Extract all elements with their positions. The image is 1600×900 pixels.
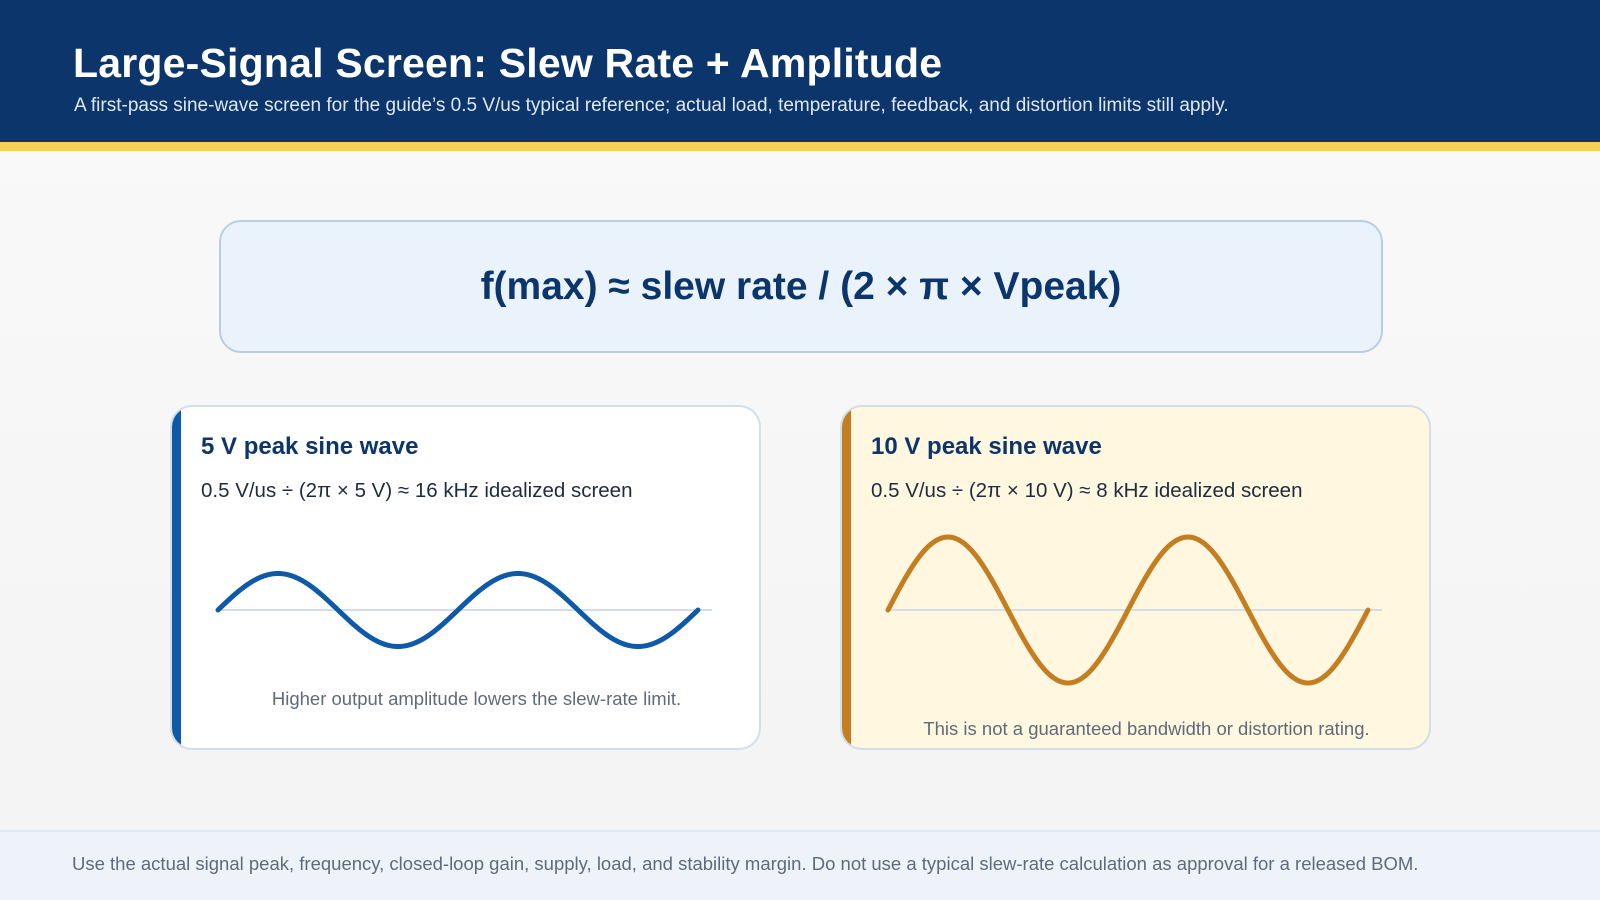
card-title: 10 V peak sine wave: [871, 433, 1102, 460]
page-title: Large-Signal Screen: Slew Rate + Amplitu…: [73, 40, 943, 86]
card-note: Higher output amplitude lowers the slew-…: [271, 688, 682, 709]
sine-wave-path: [885, 534, 1371, 686]
sine-wave-10v: [885, 534, 1382, 686]
footer-note: Use the actual signal peak, frequency, c…: [72, 853, 1419, 874]
card-accent-bar: [172, 407, 181, 748]
header-accent-stripe: [0, 142, 1600, 151]
sine-wave-5v: [215, 571, 712, 649]
card-formula: 0.5 V/us ÷ (2π × 10 V) ≈ 8 kHz idealized…: [871, 479, 1303, 502]
sine-wave-path: [215, 571, 701, 649]
card-formula: 0.5 V/us ÷ (2π × 5 V) ≈ 16 kHz idealized…: [201, 479, 633, 502]
page-subtitle: A first-pass sine-wave screen for the gu…: [74, 95, 1229, 116]
formula-box: f(max) ≈ slew rate / (2 × π × Vpeak): [219, 220, 1383, 353]
footer-bar: Use the actual signal peak, frequency, c…: [0, 830, 1600, 900]
card-10v-peak: 10 V peak sine wave 0.5 V/us ÷ (2π × 10 …: [840, 405, 1431, 750]
card-title: 5 V peak sine wave: [201, 433, 419, 460]
card-accent-bar: [842, 407, 851, 748]
card-note: This is not a guaranteed bandwidth or di…: [923, 718, 1370, 739]
card-5v-peak: 5 V peak sine wave 0.5 V/us ÷ (2π × 5 V)…: [170, 405, 761, 750]
formula-text: f(max) ≈ slew rate / (2 × π × Vpeak): [480, 264, 1122, 308]
header-banner: Large-Signal Screen: Slew Rate + Amplitu…: [0, 0, 1600, 142]
